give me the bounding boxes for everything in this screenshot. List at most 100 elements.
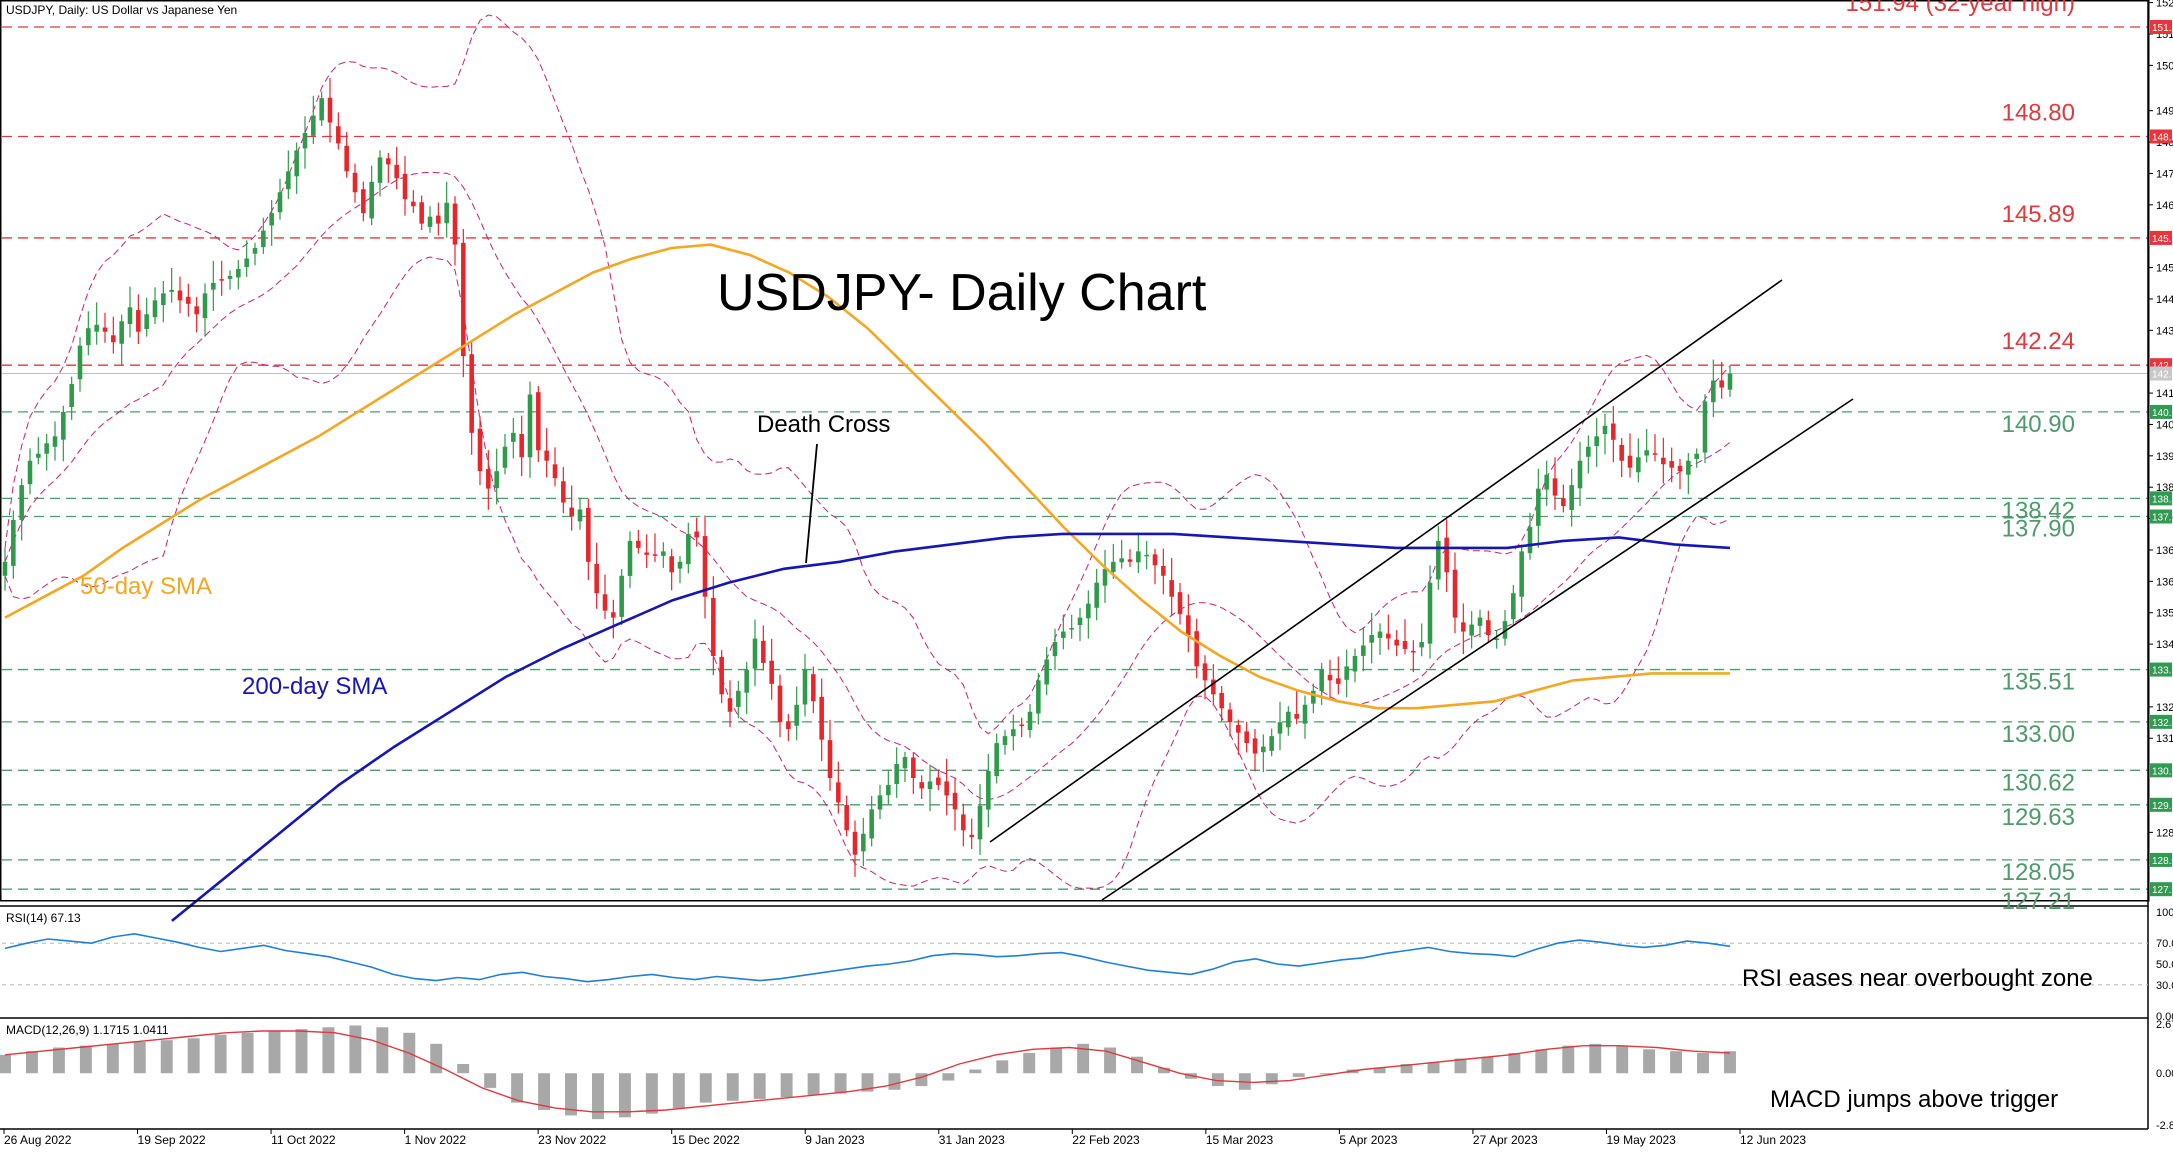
- candle-body-47: [394, 164, 399, 179]
- level-lines: [2, 26, 2148, 890]
- candle-body-168: [1402, 641, 1408, 649]
- candle-body-122: [1019, 724, 1024, 727]
- level-label-0: 151.94 (32-year high): [1846, 0, 2075, 17]
- x-tick-label-6: 9 Jan 2023: [805, 1133, 865, 1147]
- candle-body-90: [752, 638, 758, 669]
- chart-title: USDJPY- Daily Chart: [717, 264, 1207, 322]
- macd-bar-31: [834, 1073, 847, 1094]
- candle-body-52: [436, 215, 441, 224]
- x-tick-label-2: 11 Oct 2022: [271, 1133, 336, 1147]
- candle-body-176: [1469, 624, 1474, 636]
- level-tag-box-5: [2150, 491, 2172, 506]
- candle-body-118: [986, 771, 991, 810]
- candle-body-74: [619, 575, 624, 617]
- macd-bar-52: [1400, 1064, 1413, 1074]
- level-label-4: 140.90: [2002, 411, 2075, 438]
- level-tag-text-2: 145.890: [2152, 234, 2173, 245]
- candle-body-199: [1661, 457, 1666, 465]
- price-tick-label-16: 136.040: [2156, 576, 2173, 588]
- candle-body-127: [1061, 631, 1066, 638]
- price-tick-label-19: 132.440: [2156, 702, 2173, 714]
- candle-body-164: [1369, 635, 1374, 643]
- candle-body-116: [969, 834, 974, 838]
- candle-body-179: [1494, 638, 1499, 641]
- rsi-line: [4, 932, 1731, 983]
- bollinger-lower: [4, 256, 1731, 889]
- macd-bar-10: [268, 1030, 281, 1074]
- level-tag-box-9: [2150, 763, 2172, 778]
- level-label-1: 148.80: [2002, 99, 2075, 126]
- candle-body-119: [994, 743, 999, 777]
- candle-body-9: [77, 345, 83, 380]
- candle-body-60: [502, 446, 508, 468]
- candle-body-34: [286, 171, 291, 190]
- candle-body-16: [136, 310, 141, 332]
- candle-body-120: [1002, 736, 1008, 745]
- macd-bar-45: [1211, 1073, 1224, 1087]
- candle-body-92: [769, 660, 774, 684]
- candle-body-55: [461, 242, 466, 357]
- candle-body-104: [869, 809, 874, 839]
- candle-body-150: [1252, 738, 1258, 754]
- x-tick-label-3: 1 Nov 2022: [405, 1133, 467, 1147]
- candle-body-50: [419, 202, 424, 224]
- macd-bar-22: [591, 1073, 604, 1120]
- macd-bar-42: [1131, 1056, 1144, 1074]
- macd-bar-29: [780, 1073, 793, 1098]
- macd-bar-27: [726, 1073, 739, 1101]
- candle-body-18: [152, 300, 158, 318]
- candle-body-148: [1236, 724, 1241, 733]
- macd-bar-21: [565, 1073, 577, 1116]
- candle-body-31: [261, 230, 266, 248]
- macd-bar-7: [187, 1038, 200, 1074]
- candle-body-123: [1027, 711, 1033, 731]
- candle-body-137: [1144, 554, 1149, 557]
- candle-body-89: [744, 669, 749, 693]
- candle-body-44: [369, 181, 374, 219]
- price-tick-label-8: 144.140: [2156, 294, 2173, 306]
- x-tick-label-9: 15 Mar 2023: [1206, 1133, 1274, 1147]
- x-tick-label-13: 12 Jun 2023: [1740, 1133, 1806, 1147]
- macd-bar-64: [1724, 1051, 1736, 1074]
- candle-body-68: [569, 507, 574, 517]
- candle-body-196: [1636, 457, 1641, 473]
- candle-body-125: [1044, 659, 1049, 685]
- moving-averages: [4, 243, 1731, 922]
- candle-body-80: [669, 556, 674, 573]
- death-cross-label: Death Cross: [757, 411, 890, 438]
- candle-body-114: [952, 792, 958, 810]
- level-label-6: 137.90: [2002, 515, 2075, 542]
- candle-body-59: [494, 471, 499, 489]
- candle-body-62: [519, 433, 524, 458]
- candle-body-15: [127, 307, 133, 324]
- candle-body-49: [411, 201, 416, 207]
- macd-tick-1: 0.0000: [2156, 1068, 2173, 1080]
- candle-body-93: [777, 685, 783, 723]
- candle-body-169: [1411, 650, 1416, 653]
- level-tag-text-6: 137.900: [2152, 512, 2173, 523]
- candle-body-94: [786, 721, 791, 730]
- candle-body-121: [1011, 729, 1016, 737]
- macd-bar-6: [160, 1040, 173, 1074]
- candle-body-204: [1702, 401, 1708, 453]
- macd-bar-47: [1265, 1073, 1278, 1085]
- candle-body-21: [177, 290, 183, 301]
- candle-body-139: [1161, 566, 1166, 576]
- channel-upper-line: [989, 279, 1783, 843]
- candle-body-56: [469, 354, 474, 433]
- level-label-7: 135.51: [2002, 669, 2075, 696]
- candle-body-69: [577, 509, 583, 522]
- candle-body-135: [1127, 559, 1133, 562]
- rsi-header: RSI(14) 67.13: [6, 911, 81, 925]
- level-label-12: 127.21: [2002, 888, 2075, 915]
- candle-body-117: [977, 805, 983, 840]
- price-tick-label-2: 150.840: [2156, 60, 2173, 72]
- level-tag-box-2: [2150, 230, 2172, 245]
- candle-body-151: [1261, 746, 1266, 753]
- candle-body-159: [1327, 674, 1333, 681]
- candle-body-103: [861, 833, 866, 852]
- candle-body-173: [1444, 537, 1449, 573]
- candle-body-197: [1644, 450, 1649, 456]
- candle-body-58: [486, 469, 491, 489]
